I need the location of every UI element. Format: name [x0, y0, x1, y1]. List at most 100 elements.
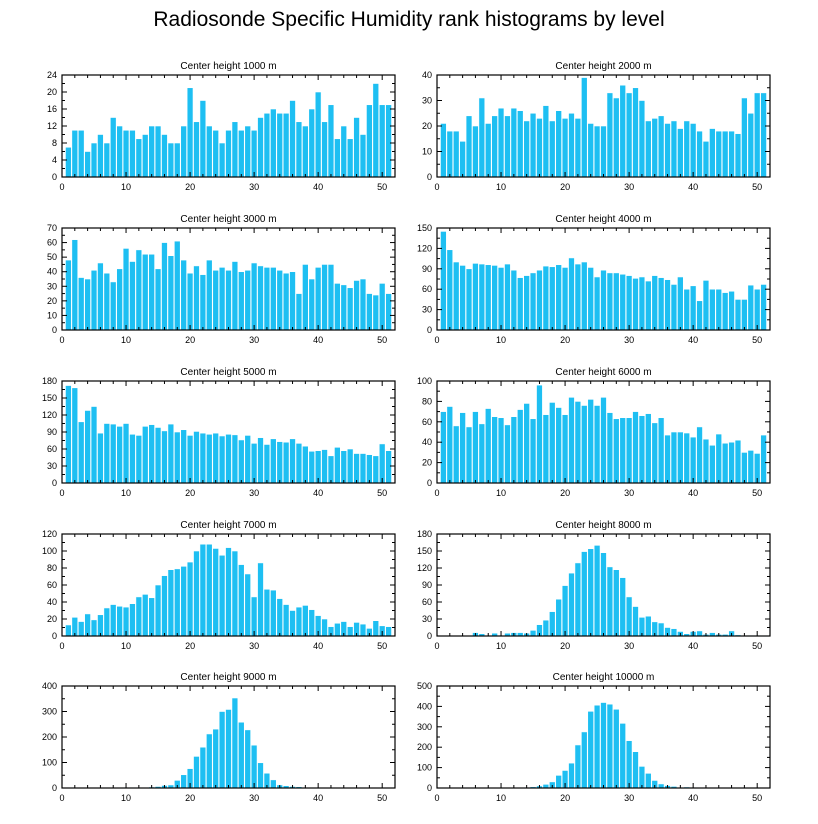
panel-title: Center height 2000 m — [555, 61, 651, 72]
bar — [218, 142, 226, 178]
x-tick-label: 0 — [59, 182, 64, 192]
bar — [129, 129, 136, 178]
bar — [270, 779, 277, 789]
y-tick-label: 200 — [42, 732, 57, 742]
y-tick-label: 120 — [417, 563, 432, 573]
y-tick-label: 60 — [47, 580, 57, 590]
bar — [689, 436, 697, 484]
x-tick-label: 20 — [185, 335, 195, 345]
bar — [122, 129, 130, 178]
y-tick-label: 180 — [417, 529, 432, 539]
bar — [734, 299, 742, 331]
bar — [122, 423, 130, 484]
x-tick-label: 10 — [496, 488, 506, 498]
bar — [302, 445, 309, 484]
bar — [372, 620, 380, 637]
bar — [276, 598, 283, 637]
x-tick-label: 50 — [752, 335, 762, 345]
bar — [747, 112, 755, 178]
bar — [90, 142, 98, 178]
bar — [606, 272, 614, 331]
bar — [270, 108, 277, 178]
bar — [747, 284, 755, 331]
bar — [587, 710, 594, 789]
bar — [561, 267, 569, 331]
y-tick-label: 60 — [47, 444, 57, 454]
bar — [148, 424, 155, 484]
bar — [250, 262, 258, 331]
bar — [129, 261, 136, 331]
x-tick-label: 20 — [560, 641, 570, 651]
bar — [321, 449, 328, 484]
bar — [670, 120, 678, 178]
bar — [529, 112, 537, 178]
bar — [657, 417, 665, 484]
y-tick-label: 500 — [417, 681, 432, 691]
bar — [142, 594, 149, 637]
x-tick-label: 50 — [752, 641, 762, 651]
bar — [174, 431, 181, 484]
bar — [561, 414, 569, 484]
bar — [135, 138, 143, 178]
bar — [696, 426, 703, 484]
bar — [593, 405, 601, 484]
bar — [753, 288, 761, 331]
bar — [753, 92, 761, 178]
bar — [606, 412, 614, 484]
bar — [491, 416, 498, 484]
bar — [302, 125, 309, 178]
bar — [372, 294, 380, 331]
bar — [218, 711, 226, 789]
bar — [244, 729, 251, 789]
y-tick-label: 30 — [422, 305, 432, 315]
bar — [721, 442, 729, 484]
bar — [702, 280, 710, 331]
bar — [314, 91, 322, 178]
y-tick-label: 40 — [422, 70, 432, 80]
bar — [593, 545, 601, 637]
bar — [613, 569, 620, 637]
bar — [452, 130, 460, 178]
panel-8: Center height 8000 m 0 10 20 30 40 50 0 30 60 90 12… — [417, 520, 771, 651]
x-tick-label: 20 — [185, 793, 195, 803]
bar — [97, 134, 104, 178]
bar — [225, 709, 232, 789]
bar — [625, 92, 633, 178]
bar — [90, 406, 98, 484]
x-tick-label: 50 — [752, 793, 762, 803]
bar — [549, 120, 556, 178]
bar — [346, 448, 354, 484]
bar — [295, 121, 303, 178]
bar — [186, 435, 194, 484]
bar — [561, 118, 569, 178]
bar — [378, 104, 386, 178]
bar — [651, 422, 658, 484]
bar — [372, 83, 380, 178]
bar — [516, 409, 524, 484]
bar — [472, 263, 479, 331]
bar — [715, 288, 723, 331]
bar — [472, 411, 479, 484]
bar — [97, 262, 104, 331]
bar — [568, 112, 575, 178]
bar — [65, 385, 72, 484]
bar — [148, 125, 155, 178]
bar — [238, 721, 245, 789]
bar — [452, 261, 460, 331]
x-tick-label: 10 — [121, 793, 131, 803]
bar — [295, 293, 303, 331]
bar — [465, 115, 473, 178]
bar — [65, 146, 72, 178]
y-tick-label: 80 — [422, 396, 432, 406]
bar — [440, 411, 447, 484]
bar — [664, 434, 671, 484]
bar — [167, 255, 175, 331]
bar — [677, 431, 684, 484]
bar — [276, 441, 283, 484]
bar — [238, 271, 245, 331]
bar — [225, 129, 232, 178]
bar — [314, 267, 322, 331]
bar — [459, 412, 466, 484]
bar — [440, 123, 447, 178]
bar — [549, 402, 556, 484]
